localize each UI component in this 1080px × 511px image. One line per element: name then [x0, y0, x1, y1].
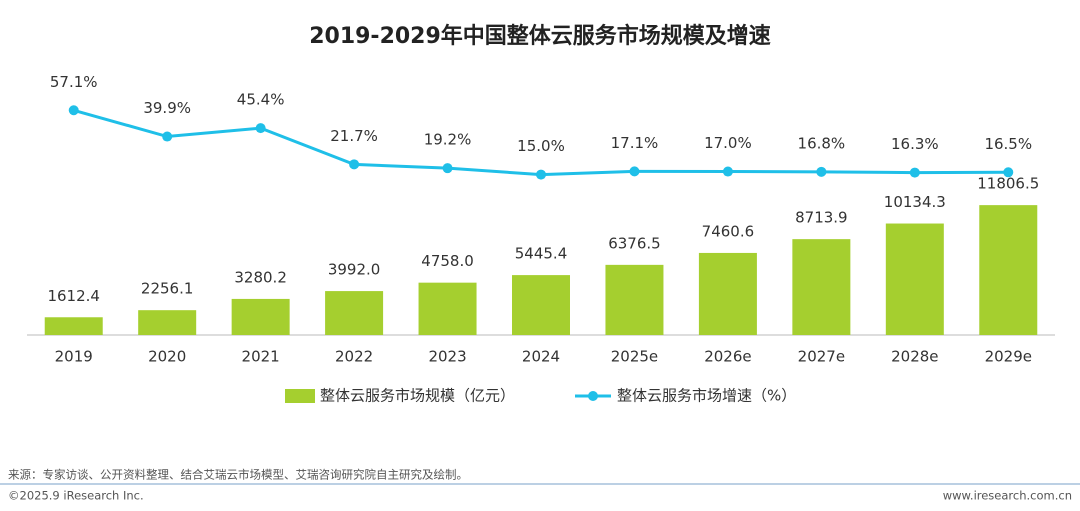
- x-tick-label: 2026e: [704, 348, 751, 366]
- bar-value-label: 3992.0: [328, 261, 381, 279]
- copyright: ©2025.9 iResearch Inc.: [8, 489, 144, 503]
- bar: [605, 264, 664, 335]
- line-point: [255, 123, 266, 134]
- line-value-label: 45.4%: [237, 91, 285, 109]
- legend-label: 整体云服务市场规模（亿元）: [320, 387, 515, 405]
- line-value-label: 57.1%: [50, 73, 98, 91]
- bar: [792, 239, 851, 335]
- line-point: [442, 163, 453, 174]
- bar: [885, 223, 944, 335]
- line-value-label: 15.0%: [517, 137, 565, 155]
- line-value-label: 16.5%: [984, 135, 1032, 153]
- x-tick-label: 2021: [242, 348, 280, 366]
- bar-value-label: 5445.4: [515, 245, 568, 263]
- bar: [231, 298, 290, 335]
- bar: [138, 310, 197, 335]
- line-value-label: 16.8%: [798, 134, 846, 152]
- legend-label: 整体云服务市场增速（%）: [617, 387, 796, 405]
- chart-title: 2019-2029年中国整体云服务市场规模及增速: [309, 23, 771, 49]
- line-value-label: 39.9%: [143, 99, 191, 117]
- bar: [512, 275, 570, 335]
- line-point: [1003, 167, 1014, 178]
- x-tick-label: 2029e: [985, 348, 1032, 366]
- line-point: [162, 131, 173, 142]
- line-value-label: 19.2%: [424, 131, 472, 149]
- bar-value-label: 7460.6: [702, 222, 755, 240]
- x-tick-label: 2025e: [611, 348, 658, 366]
- bar: [698, 252, 757, 335]
- bar: [418, 282, 477, 335]
- line-point: [68, 105, 79, 116]
- line-value-label: 16.3%: [891, 135, 939, 153]
- bar: [979, 205, 1038, 335]
- line-point: [349, 159, 360, 170]
- bar-value-label: 6376.5: [608, 234, 661, 252]
- x-tick-label: 2028e: [891, 348, 938, 366]
- line-value-label: 17.0%: [704, 134, 752, 152]
- bar-value-label: 1612.4: [47, 287, 100, 305]
- legend-swatch: [588, 391, 598, 401]
- bar-value-label: 2256.1: [141, 280, 194, 298]
- line-point: [909, 167, 920, 178]
- source-note: 来源：专家访谈、公开资料整理、结合艾瑞云市场模型、艾瑞咨询研究院自主研究及绘制。: [8, 468, 468, 482]
- line-value-label: 17.1%: [611, 134, 659, 152]
- bar-value-label: 8713.9: [795, 209, 848, 227]
- x-tick-label: 2020: [148, 348, 186, 366]
- x-tick-label: 2019: [55, 348, 93, 366]
- line-point: [816, 166, 827, 177]
- bar: [325, 291, 384, 335]
- line-point: [629, 166, 640, 177]
- legend-swatch: [285, 389, 315, 403]
- bar-value-label: 10134.3: [884, 193, 946, 211]
- line-point: [722, 166, 733, 177]
- line-value-label: 21.7%: [330, 127, 378, 145]
- line-point: [536, 169, 546, 180]
- x-tick-label: 2022: [335, 348, 373, 366]
- bar-value-label: 11806.5: [977, 175, 1039, 193]
- x-tick-label: 2023: [428, 348, 466, 366]
- x-tick-label: 2027e: [798, 348, 845, 366]
- bar-value-label: 3280.2: [234, 268, 287, 286]
- x-tick-label: 2024: [522, 348, 560, 366]
- bar: [44, 317, 103, 335]
- bar-value-label: 4758.0: [421, 252, 474, 270]
- website: www.iresearch.com.cn: [943, 489, 1072, 503]
